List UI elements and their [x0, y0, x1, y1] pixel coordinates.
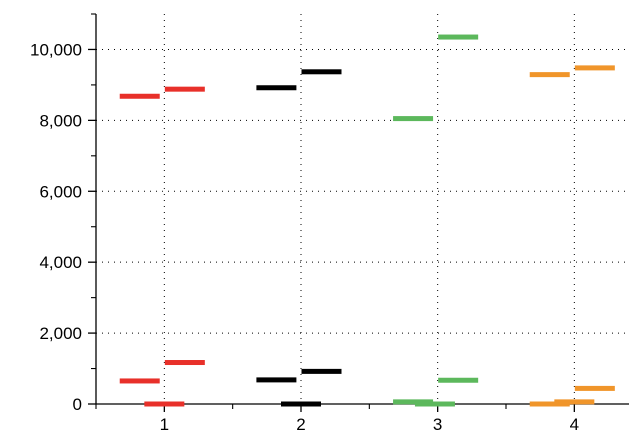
data-point-dash [438, 35, 478, 40]
data-point-dash [438, 378, 478, 383]
data-point-dash [165, 87, 205, 92]
data-point-dash [393, 116, 433, 121]
data-point-dash [554, 399, 594, 404]
y-tick-label: 8,000 [39, 111, 82, 130]
data-point-dash [415, 402, 455, 407]
data-point-dash [281, 402, 321, 407]
x-tick-label: 4 [570, 415, 579, 434]
data-point-dash [575, 65, 615, 70]
data-point-dash [302, 369, 342, 374]
x-tick-label: 2 [296, 415, 305, 434]
y-tick-label: 6,000 [39, 182, 82, 201]
data-point-dash [256, 85, 296, 90]
data-point-dash [530, 72, 570, 77]
data-point-dash [256, 377, 296, 382]
y-tick-label: 2,000 [39, 324, 82, 343]
data-point-dash [120, 94, 160, 99]
data-point-dash [575, 386, 615, 391]
mark-layer [120, 35, 615, 407]
data-point-dash [165, 360, 205, 365]
data-point-dash [302, 69, 342, 74]
y-tick-label: 4,000 [39, 253, 82, 272]
y-tick-label: 0 [73, 395, 82, 414]
x-tick-label: 3 [433, 415, 442, 434]
data-point-dash [120, 378, 160, 383]
x-tick-label: 1 [160, 415, 169, 434]
y-tick-label: 10,000 [30, 40, 82, 59]
data-point-dash [144, 402, 184, 407]
